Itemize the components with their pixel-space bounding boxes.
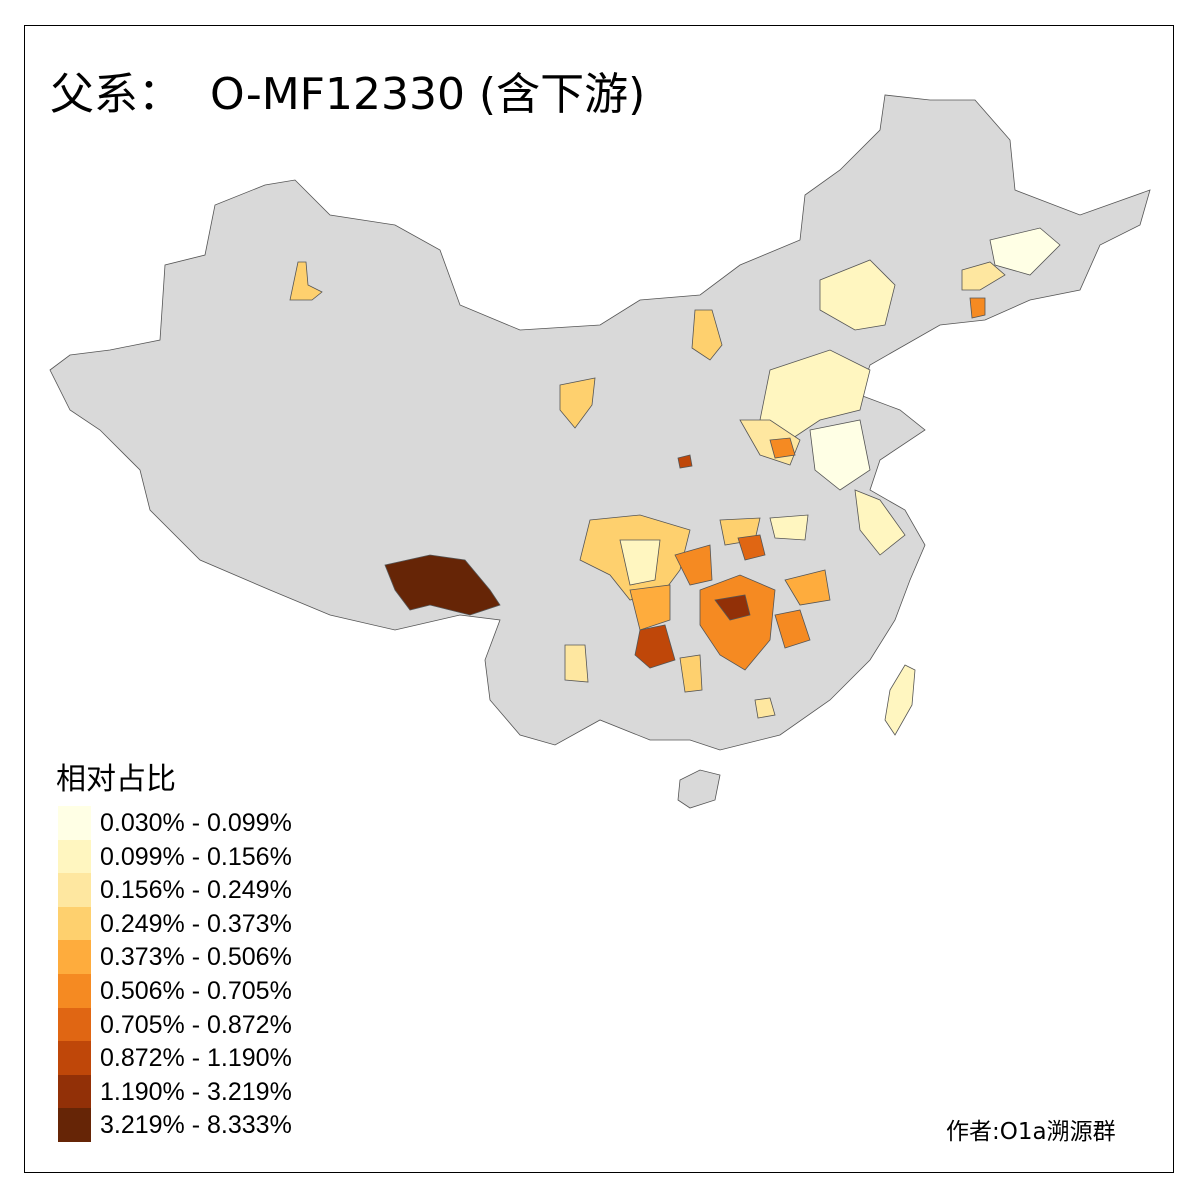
legend-swatch: [58, 1007, 91, 1042]
taiwan-island: [884, 664, 916, 736]
legend-item: 1.190% - 3.219%: [58, 1074, 358, 1109]
jiangxi-region: [774, 609, 811, 649]
legend-label: 0.156% - 0.249%: [100, 876, 292, 905]
legend-label: 1.190% - 3.219%: [100, 1077, 292, 1106]
inner-mongolia-region: [691, 309, 723, 361]
legend-label: 0.872% - 1.190%: [100, 1044, 292, 1073]
map-title: 父系： O-MF12330 (含下游): [50, 69, 646, 120]
hebei-shandong-region: [809, 419, 871, 491]
inner-mongolia-east-region: [819, 259, 896, 331]
legend-swatch: [58, 806, 91, 840]
legend-swatch: [58, 1041, 91, 1076]
legend-title: 相对占比: [56, 762, 176, 797]
legend-label: 3.219% - 8.333%: [100, 1111, 292, 1140]
sichuan-light-region: [619, 539, 661, 586]
hunan-darkest-region: [714, 594, 751, 621]
gansu-region: [559, 377, 596, 429]
legend-item: 0.156% - 0.249%: [58, 873, 358, 908]
legend-label: 0.249% - 0.373%: [100, 909, 292, 938]
tibet-region: [384, 554, 501, 616]
henan-orange-region: [769, 437, 796, 459]
jiangsu-region: [854, 489, 906, 556]
chongqing-region: [674, 544, 713, 586]
legend-swatch: [58, 906, 91, 941]
guizhou-dark-region: [634, 624, 676, 669]
legend-swatch: [58, 1074, 91, 1109]
map-panel: [24, 25, 1174, 1173]
legend-swatch: [58, 1108, 91, 1143]
legend-item: 0.099% - 0.156%: [58, 839, 358, 874]
guangxi-region: [679, 654, 703, 693]
legend-label: 0.030% - 0.099%: [100, 809, 292, 837]
legend-label: 0.373% - 0.506%: [100, 943, 292, 972]
legend-swatch: [58, 839, 91, 874]
legend-item: 3.219% - 8.333%: [58, 1108, 358, 1143]
legend-item: 0.506% - 0.705%: [58, 974, 358, 1008]
hunan-region: [699, 574, 776, 671]
legend-item: 0.705% - 0.872%: [58, 1007, 358, 1042]
legend-item: 0.030% - 0.099%: [58, 806, 358, 840]
legend-item: 0.373% - 0.506%: [58, 940, 358, 975]
xinjiang-region: [289, 261, 323, 301]
guizhou-region: [629, 584, 671, 631]
legend-item: 0.249% - 0.373%: [58, 906, 358, 941]
author-credit: 作者:O1a溯源群: [946, 1119, 1116, 1145]
legend-item: 0.872% - 1.190%: [58, 1041, 358, 1076]
legend-swatch: [58, 974, 91, 1008]
guangdong-region: [754, 697, 776, 719]
legend-label: 0.506% - 0.705%: [100, 977, 292, 1005]
hubei-dark-region: [737, 534, 766, 561]
liaoning-region: [969, 297, 986, 319]
hubei-light-region: [769, 514, 809, 541]
heilongjiang-region: [989, 227, 1061, 276]
legend-swatch: [58, 873, 91, 908]
yunnan-region: [564, 644, 589, 683]
anhui-jiangxi-region: [784, 569, 831, 606]
jilin-region: [961, 261, 1006, 291]
legend-label: 0.705% - 0.872%: [100, 1010, 292, 1039]
china-base-region: [49, 94, 1151, 751]
shaanxi-region: [677, 454, 693, 469]
legend-swatch: [58, 940, 91, 975]
hainan-island: [677, 769, 721, 809]
legend-label: 0.099% - 0.156%: [100, 842, 292, 871]
